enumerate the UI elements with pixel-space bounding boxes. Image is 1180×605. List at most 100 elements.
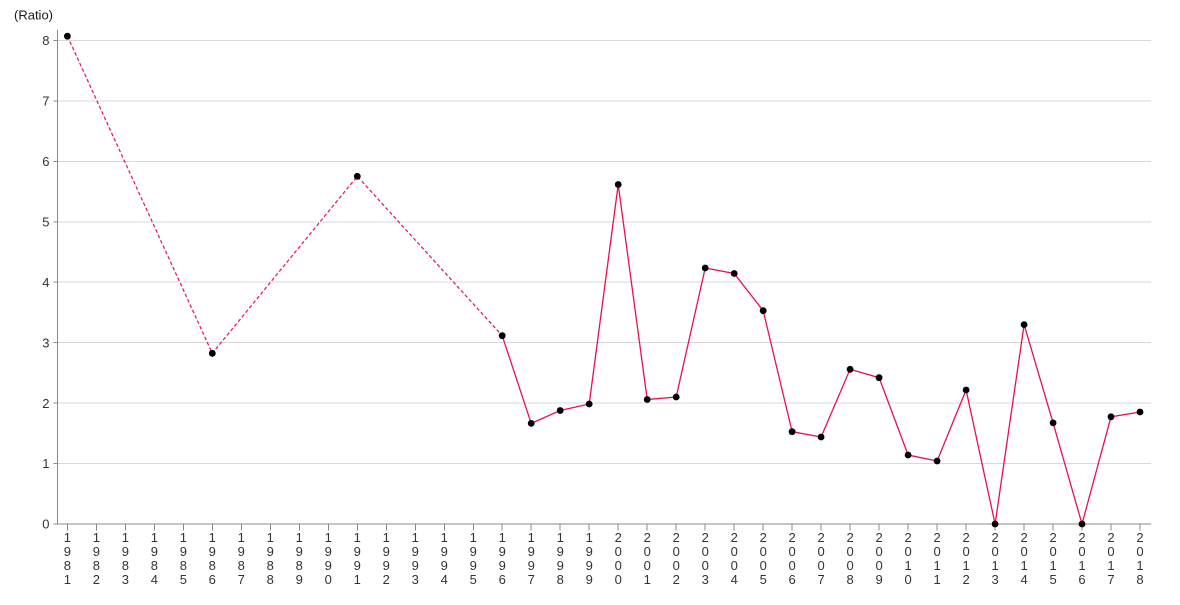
svg-text:8: 8 [846,572,853,587]
svg-text:9: 9 [151,544,158,559]
svg-text:9: 9 [557,544,564,559]
svg-text:2: 2 [875,530,882,545]
svg-text:1: 1 [962,558,969,573]
svg-text:8: 8 [267,572,274,587]
svg-text:1: 1 [151,530,158,545]
svg-text:2: 2 [904,530,911,545]
svg-text:5: 5 [180,572,187,587]
svg-text:5: 5 [470,572,477,587]
svg-text:0: 0 [615,544,622,559]
svg-text:7: 7 [528,572,535,587]
svg-text:1: 1 [441,530,448,545]
svg-text:0: 0 [702,558,709,573]
svg-text:8: 8 [42,33,49,48]
svg-text:8: 8 [151,558,158,573]
svg-text:0: 0 [731,558,738,573]
svg-text:0: 0 [615,558,622,573]
svg-text:8: 8 [64,558,71,573]
svg-text:2: 2 [846,530,853,545]
svg-text:0: 0 [962,544,969,559]
svg-text:9: 9 [64,544,71,559]
svg-text:1: 1 [1136,558,1143,573]
svg-text:0: 0 [615,572,622,587]
svg-text:1: 1 [557,530,564,545]
svg-text:9: 9 [470,544,477,559]
svg-text:2: 2 [962,530,969,545]
svg-text:2: 2 [933,530,940,545]
svg-text:0: 0 [904,544,911,559]
svg-text:0: 0 [731,544,738,559]
svg-text:4: 4 [441,572,448,587]
svg-text:0: 0 [817,558,824,573]
svg-text:1: 1 [325,530,332,545]
svg-text:7: 7 [817,572,824,587]
svg-text:0: 0 [1136,544,1143,559]
svg-text:1: 1 [470,530,477,545]
svg-text:3: 3 [42,335,49,350]
svg-text:8: 8 [557,572,564,587]
svg-text:1: 1 [1020,558,1027,573]
svg-text:1: 1 [354,530,361,545]
svg-text:2: 2 [1136,530,1143,545]
svg-text:9: 9 [586,544,593,559]
svg-text:9: 9 [122,544,129,559]
svg-text:0: 0 [42,517,49,532]
svg-text:2: 2 [1078,530,1085,545]
svg-text:4: 4 [151,572,158,587]
svg-text:7: 7 [42,94,49,109]
svg-text:0: 0 [788,544,795,559]
svg-text:8: 8 [1136,572,1143,587]
svg-text:5: 5 [1049,572,1056,587]
svg-text:1: 1 [644,572,651,587]
svg-text:1: 1 [180,530,187,545]
svg-text:2: 2 [962,572,969,587]
svg-text:4: 4 [731,572,738,587]
svg-text:2: 2 [760,530,767,545]
svg-text:0: 0 [1107,544,1114,559]
svg-text:8: 8 [209,558,216,573]
svg-text:9: 9 [441,558,448,573]
svg-text:9: 9 [180,544,187,559]
svg-text:9: 9 [586,572,593,587]
svg-text:6: 6 [1078,572,1085,587]
svg-text:5: 5 [42,214,49,229]
svg-text:0: 0 [1078,544,1085,559]
svg-text:1: 1 [238,530,245,545]
svg-text:1: 1 [412,530,419,545]
svg-text:9: 9 [412,558,419,573]
svg-text:0: 0 [875,544,882,559]
svg-text:9: 9 [325,544,332,559]
svg-text:0: 0 [673,558,680,573]
svg-text:8: 8 [296,558,303,573]
svg-text:1: 1 [991,558,998,573]
svg-text:9: 9 [586,558,593,573]
svg-text:1: 1 [383,530,390,545]
svg-text:0: 0 [673,544,680,559]
svg-text:9: 9 [354,558,361,573]
svg-text:1: 1 [64,530,71,545]
svg-text:3: 3 [702,572,709,587]
svg-text:1: 1 [1078,558,1085,573]
svg-text:9: 9 [93,544,100,559]
svg-text:1: 1 [354,572,361,587]
svg-text:2: 2 [1049,530,1056,545]
svg-text:9: 9 [383,558,390,573]
svg-text:(Ratio): (Ratio) [14,8,53,23]
svg-text:9: 9 [499,544,506,559]
svg-text:0: 0 [760,558,767,573]
svg-text:2: 2 [383,572,390,587]
svg-text:2: 2 [673,530,680,545]
svg-text:0: 0 [846,558,853,573]
svg-text:9: 9 [383,544,390,559]
svg-text:0: 0 [846,544,853,559]
svg-text:9: 9 [412,544,419,559]
svg-text:1: 1 [122,530,129,545]
svg-text:2: 2 [42,396,49,411]
svg-text:5: 5 [760,572,767,587]
svg-text:9: 9 [470,558,477,573]
svg-text:1: 1 [267,530,274,545]
svg-text:2: 2 [1020,530,1027,545]
svg-text:9: 9 [267,544,274,559]
svg-text:0: 0 [702,544,709,559]
svg-text:1: 1 [64,572,71,587]
